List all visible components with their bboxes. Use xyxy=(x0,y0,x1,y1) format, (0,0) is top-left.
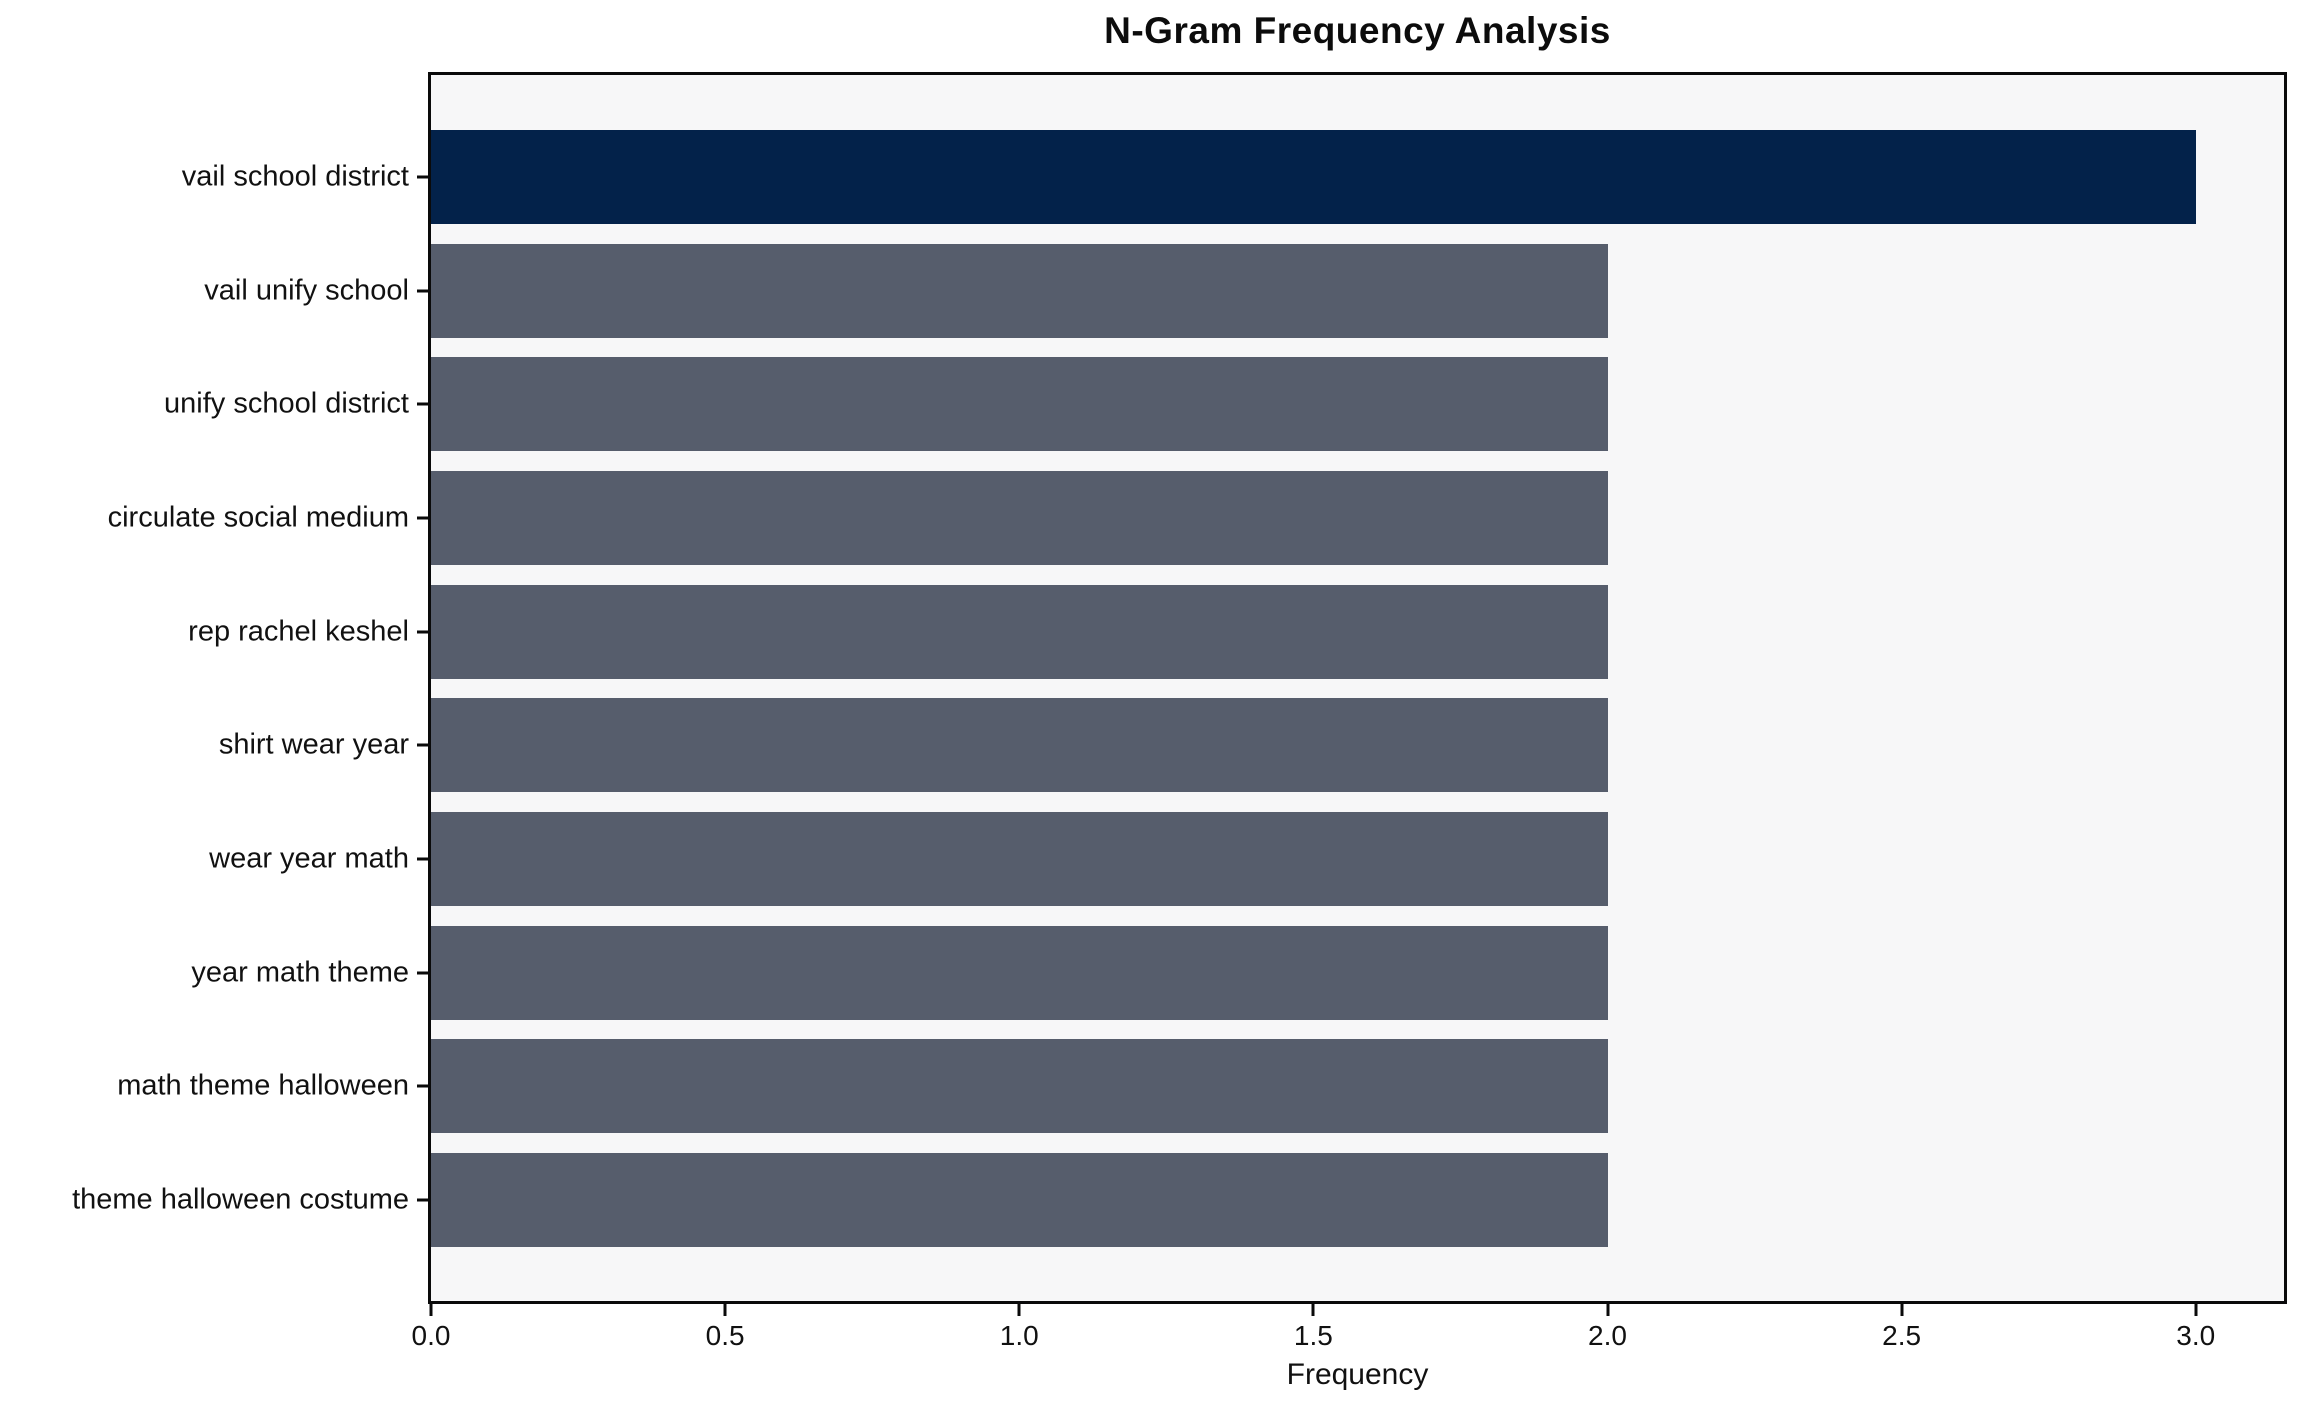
x-tick-mark xyxy=(429,1304,433,1316)
x-tick-mark xyxy=(1311,1304,1315,1316)
y-axis-label: wear year math xyxy=(209,842,409,875)
frequency-bar xyxy=(431,357,1608,452)
y-tick-mark xyxy=(417,402,428,406)
bar-row: year math theme xyxy=(191,916,2284,1030)
bar-row: unify school district xyxy=(164,347,2284,461)
bar-row: shirt wear year xyxy=(219,689,2284,803)
x-tick-label: 2.0 xyxy=(1588,1320,1627,1351)
y-axis-label: rep rachel keshel xyxy=(188,615,409,648)
frequency-bar xyxy=(431,129,2196,224)
x-tick-label: 3.0 xyxy=(2176,1320,2216,1351)
y-axis-label: vail unify school xyxy=(204,274,409,307)
y-axis-label: vail school district xyxy=(181,160,409,193)
y-tick-mark xyxy=(417,743,428,747)
bar-row: math theme halloween xyxy=(117,1030,2284,1144)
frequency-bar xyxy=(431,1153,1608,1248)
bar-row: vail school district xyxy=(182,120,2284,234)
y-tick-mark xyxy=(417,516,428,520)
y-tick-mark xyxy=(417,857,428,861)
plot-area: vail school district vail unify school u… xyxy=(72,72,2287,1304)
bar-rows: vail school district vail unify school u… xyxy=(72,75,2284,1301)
frequency-bar xyxy=(431,925,1608,1020)
x-tick-mark xyxy=(723,1304,727,1316)
y-tick-mark xyxy=(417,971,428,975)
frequency-bar xyxy=(431,470,1608,565)
y-tick-mark xyxy=(417,289,428,293)
frequency-bar xyxy=(431,698,1608,793)
y-axis-label: year math theme xyxy=(191,956,409,989)
y-axis-label: math theme halloween xyxy=(117,1069,409,1102)
bar-row: circulate social medium xyxy=(108,461,2284,575)
y-axis-label: unify school district xyxy=(164,387,409,420)
frequency-bar xyxy=(431,812,1608,907)
y-tick-mark xyxy=(417,1198,428,1202)
x-axis: 0.0 0.5 1.0 1.5 2.0 2.5 3.0 xyxy=(412,1304,2284,1374)
y-tick-mark xyxy=(417,175,428,179)
y-axis-label: shirt wear year xyxy=(218,728,409,761)
frequency-bar xyxy=(431,1039,1608,1134)
x-tick-label: 0.0 xyxy=(411,1320,451,1351)
chart-title: N-Gram Frequency Analysis xyxy=(1104,10,1611,51)
y-tick-mark xyxy=(417,1084,428,1088)
y-tick-mark xyxy=(417,630,428,634)
x-tick-mark xyxy=(1900,1304,1904,1316)
frequency-bar xyxy=(431,243,1608,338)
x-tick-mark xyxy=(1606,1304,1609,1316)
x-tick-label: 1.5 xyxy=(1293,1320,1333,1351)
bar-row: rep rachel keshel xyxy=(188,575,2284,689)
x-tick-label: 0.5 xyxy=(705,1320,745,1351)
bar-row: vail unify school xyxy=(204,234,2284,348)
y-axis-label: circulate social medium xyxy=(107,501,409,534)
x-tick-mark xyxy=(2194,1304,2198,1316)
x-tick-label: 1.0 xyxy=(999,1320,1039,1351)
bar-row: theme halloween costume xyxy=(72,1143,2284,1257)
x-tick-mark xyxy=(1017,1304,1021,1316)
y-axis-label: theme halloween costume xyxy=(72,1183,409,1216)
bar-row: wear year math xyxy=(209,802,2284,916)
frequency-bar xyxy=(431,584,1608,679)
x-tick-label: 2.5 xyxy=(1882,1320,1922,1351)
x-axis-title: Frequency xyxy=(1286,1358,1429,1391)
